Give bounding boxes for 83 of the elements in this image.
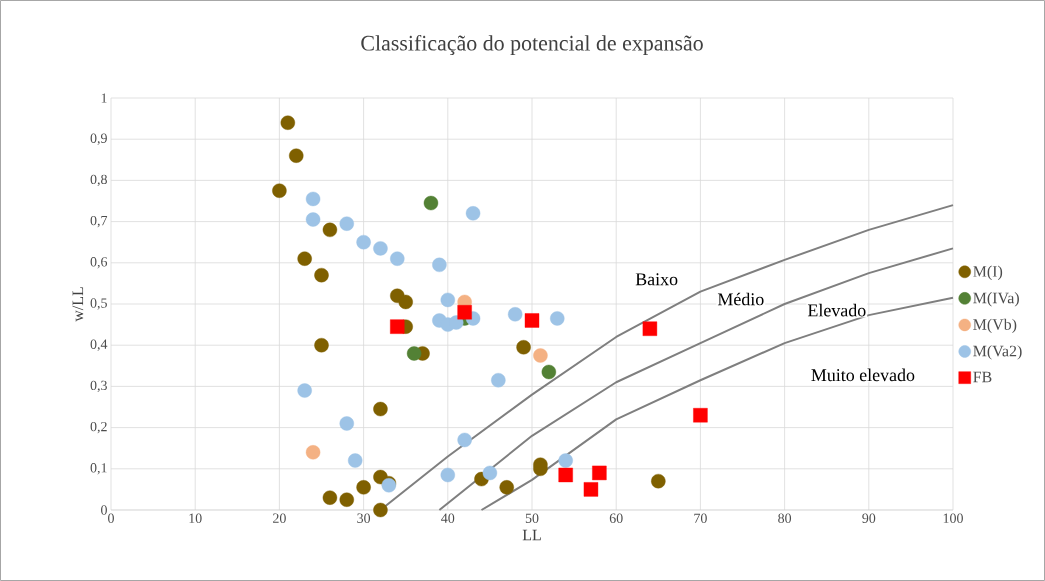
annotation: Elevado: [807, 303, 866, 317]
point: [499, 480, 514, 495]
point: [314, 267, 329, 283]
legend-label: M(I): [973, 265, 1003, 280]
point: [322, 490, 338, 505]
point: [583, 482, 599, 497]
point: [297, 251, 312, 266]
point: [465, 206, 481, 221]
point: [550, 311, 565, 326]
point: [457, 305, 472, 320]
chart-title: Classificação do potencial de expansão: [361, 34, 703, 56]
point: [289, 148, 304, 163]
point: [356, 235, 371, 250]
x-tick-label: 100: [943, 513, 963, 523]
point: [272, 183, 287, 198]
point: [432, 257, 447, 273]
point: [373, 241, 388, 256]
point: [651, 473, 666, 489]
x-tick-label: 50: [525, 513, 539, 523]
point: [541, 364, 557, 380]
point: [558, 453, 573, 468]
point: [297, 383, 312, 398]
legend-label: M(Va2): [973, 345, 1022, 360]
annotation: Médio: [717, 292, 764, 306]
x-tick-label: 10: [189, 513, 202, 523]
point: [305, 445, 321, 460]
y-tick-label: 0,8: [90, 174, 107, 187]
line-series: [438, 247, 955, 511]
point: [322, 222, 338, 238]
point: [314, 338, 329, 353]
legend-label: M(IVa): [973, 292, 1019, 307]
point: [449, 315, 464, 330]
x-axis-title: LL: [522, 529, 541, 541]
point: [457, 432, 472, 448]
legend-label: FB: [973, 371, 992, 383]
point: [280, 115, 296, 130]
x-tick-label: 80: [778, 513, 792, 523]
x-tick-label: 90: [862, 513, 876, 523]
point: [339, 492, 354, 507]
x-tick-label: 60: [609, 513, 623, 523]
x-tick-label: 20: [273, 513, 286, 523]
point: [373, 502, 388, 518]
y-tick-label: 0,7: [90, 215, 108, 228]
y-tick-label: 0,3: [90, 380, 107, 393]
x-tick-label: 70: [694, 513, 707, 523]
x-tick-label: 30: [357, 513, 371, 523]
point: [305, 191, 321, 207]
point: [398, 294, 413, 310]
annotation: Muito elevado: [811, 368, 915, 382]
point: [305, 212, 321, 227]
y-tick-label: 0,6: [90, 257, 108, 269]
y-tick-label: 0,9: [90, 133, 107, 145]
point: [373, 401, 388, 417]
point: [516, 340, 531, 355]
point: [347, 453, 363, 468]
point: [491, 373, 506, 388]
point: [423, 195, 439, 211]
point: [524, 313, 540, 328]
point: [592, 465, 607, 481]
point: [390, 251, 405, 266]
point: [482, 465, 498, 481]
point: [507, 307, 523, 322]
point: [356, 480, 371, 495]
y-tick-label: 0,2: [90, 421, 107, 434]
annotation: Baixo: [635, 273, 678, 286]
y-tick-label: 0,4: [90, 339, 108, 351]
y-tick-label: 0,1: [90, 463, 107, 475]
point: [642, 321, 658, 336]
point: [440, 467, 455, 483]
point: [533, 348, 548, 363]
point: [558, 467, 573, 483]
y-tick-label: 0,5: [90, 298, 107, 310]
y-axis-title: w/LL: [72, 287, 84, 322]
point: [693, 408, 708, 423]
point: [406, 346, 422, 361]
point: [390, 319, 405, 334]
y-tick-label: 1: [101, 93, 107, 103]
point: [440, 292, 455, 308]
legend-label: M(Vb): [973, 318, 1017, 334]
point: [339, 216, 354, 231]
y-tick-label: 0: [101, 505, 107, 515]
point: [339, 416, 354, 431]
x-tick-label: 40: [441, 513, 455, 523]
